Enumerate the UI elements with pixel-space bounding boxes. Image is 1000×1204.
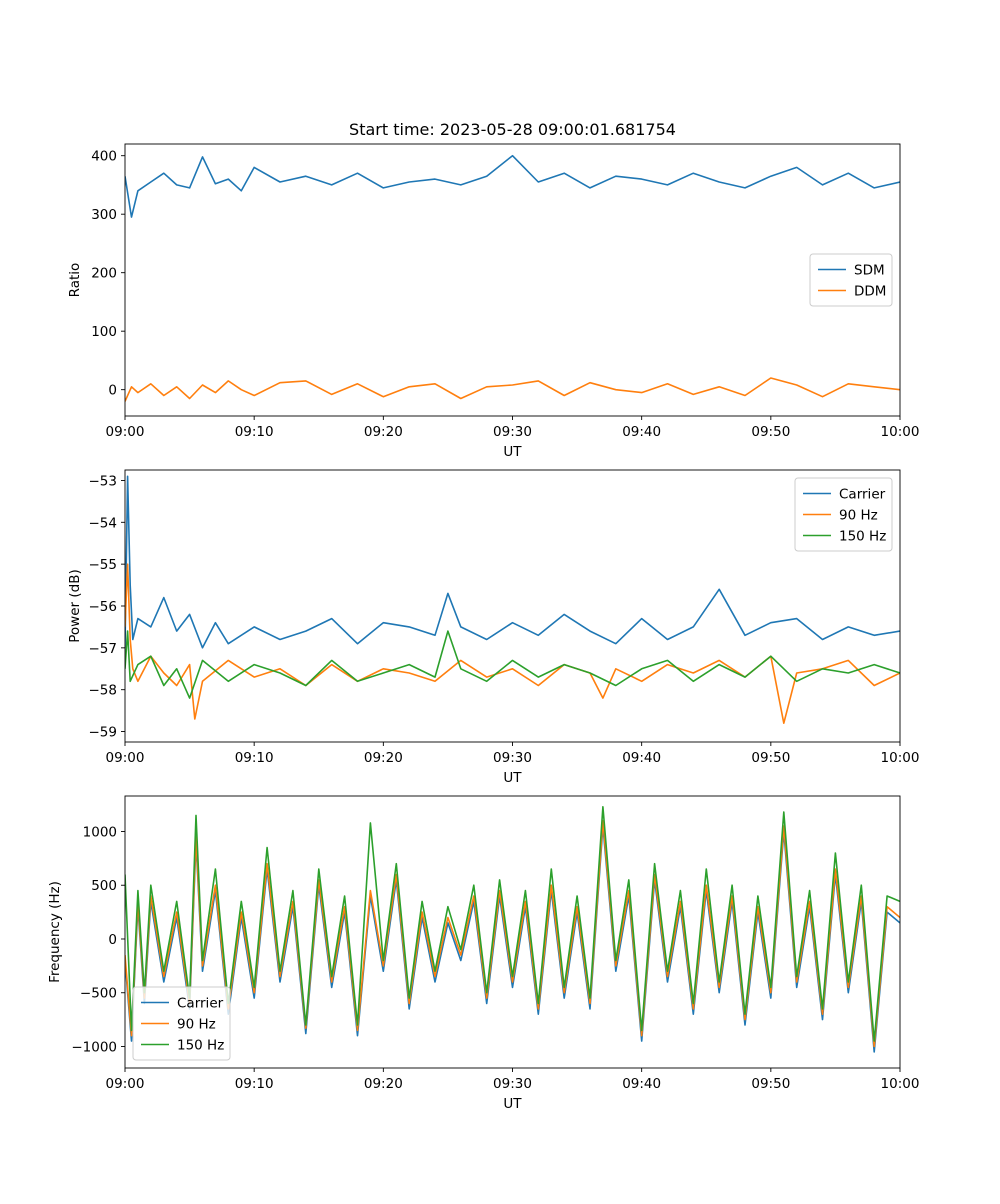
x-tick-label: 09:40 (622, 1076, 661, 1092)
legend-label: DDM (854, 284, 886, 300)
y-tick-label: 1000 (83, 824, 117, 840)
x-tick-label: 09:10 (235, 1076, 274, 1092)
y-tick-label: 500 (91, 878, 117, 894)
x-tick-label: 10:00 (881, 1076, 920, 1092)
x-tick-label: 09:20 (364, 424, 403, 440)
x-tick-label: 09:30 (493, 1076, 532, 1092)
x-tick-label: 09:20 (364, 1076, 403, 1092)
y-tick-label: −54 (89, 515, 118, 531)
x-tick-label: 10:00 (881, 424, 920, 440)
legend: Carrier 90 Hz 150 Hz (132, 986, 231, 1061)
legend: SDM DDM (809, 253, 893, 307)
legend-label: 90 Hz (839, 508, 878, 524)
y-tick-label: −1000 (71, 1039, 117, 1055)
series-line-150-hz (125, 630, 900, 699)
x-tick-label: 09:50 (751, 1076, 790, 1092)
x-tick-label: 09:40 (622, 424, 661, 440)
y-tick-label: 0 (108, 383, 117, 399)
x-tick-label: 09:30 (493, 750, 532, 766)
x-tick-label: 09:00 (106, 1076, 145, 1092)
x-tick-label: 09:50 (751, 750, 790, 766)
series-line-ddm (125, 377, 900, 402)
series-line-90-hz (125, 819, 900, 1048)
y-tick-label: 100 (91, 324, 117, 340)
subplot-3: 09:00 09:10 09:20 09:30 09:40 09:50 10:00 1000 5… (47, 795, 920, 1112)
series-line-carrier (125, 475, 900, 649)
series-line-sdm (125, 154, 900, 218)
y-tick-label: 200 (91, 266, 117, 282)
x-axis-label: UT (503, 1096, 522, 1112)
series-line-150-hz (125, 805, 900, 1042)
y-tick-label: −56 (89, 599, 118, 615)
legend-label: 150 Hz (177, 1038, 224, 1054)
legend-label: 150 Hz (839, 529, 886, 545)
y-tick-label: −55 (89, 557, 118, 573)
legend-box (794, 477, 893, 552)
y-tick-label: −58 (89, 683, 118, 699)
x-tick-label: 09:10 (235, 750, 274, 766)
x-axis-label: UT (503, 444, 522, 460)
subplots: 09:00 09:10 09:20 09:30 09:40 09:50 10:00 0 100 2… (47, 143, 920, 1112)
legend-label: SDM (854, 263, 885, 279)
y-tick-label: 300 (91, 207, 117, 223)
legend-label: 90 Hz (177, 1017, 216, 1033)
y-axis-label: Ratio (67, 263, 83, 298)
y-tick-label: −59 (89, 725, 118, 741)
legend-box (132, 986, 231, 1061)
figure-title: Start time: 2023-05-28 09:00:01.681754 (349, 120, 676, 139)
y-axis-label: Frequency (Hz) (47, 881, 63, 983)
legend: Carrier 90 Hz 150 Hz (794, 477, 893, 552)
x-axis-label: UT (503, 770, 522, 786)
y-tick-label: −500 (80, 986, 117, 1002)
y-tick-label: −53 (89, 473, 118, 489)
x-tick-label: 09:00 (106, 424, 145, 440)
legend-label: Carrier (839, 487, 886, 503)
x-tick-label: 09:50 (751, 424, 790, 440)
x-tick-label: 09:40 (622, 750, 661, 766)
y-tick-label: 400 (91, 149, 117, 165)
y-tick-label: 0 (108, 932, 117, 948)
subplot-2: 09:00 09:10 09:20 09:30 09:40 09:50 10:00 −53 −5… (67, 469, 920, 786)
x-tick-label: 09:00 (106, 750, 145, 766)
legend-label: Carrier (177, 996, 224, 1012)
y-tick-label: −57 (89, 641, 118, 657)
y-axis-label: Power (dB) (67, 569, 83, 642)
x-tick-label: 09:30 (493, 424, 532, 440)
subplot-1: 09:00 09:10 09:20 09:30 09:40 09:50 10:00 0 100 2… (67, 143, 920, 460)
x-tick-label: 10:00 (881, 750, 920, 766)
x-tick-label: 09:20 (364, 750, 403, 766)
legend-box (809, 253, 893, 307)
x-tick-label: 09:10 (235, 424, 274, 440)
